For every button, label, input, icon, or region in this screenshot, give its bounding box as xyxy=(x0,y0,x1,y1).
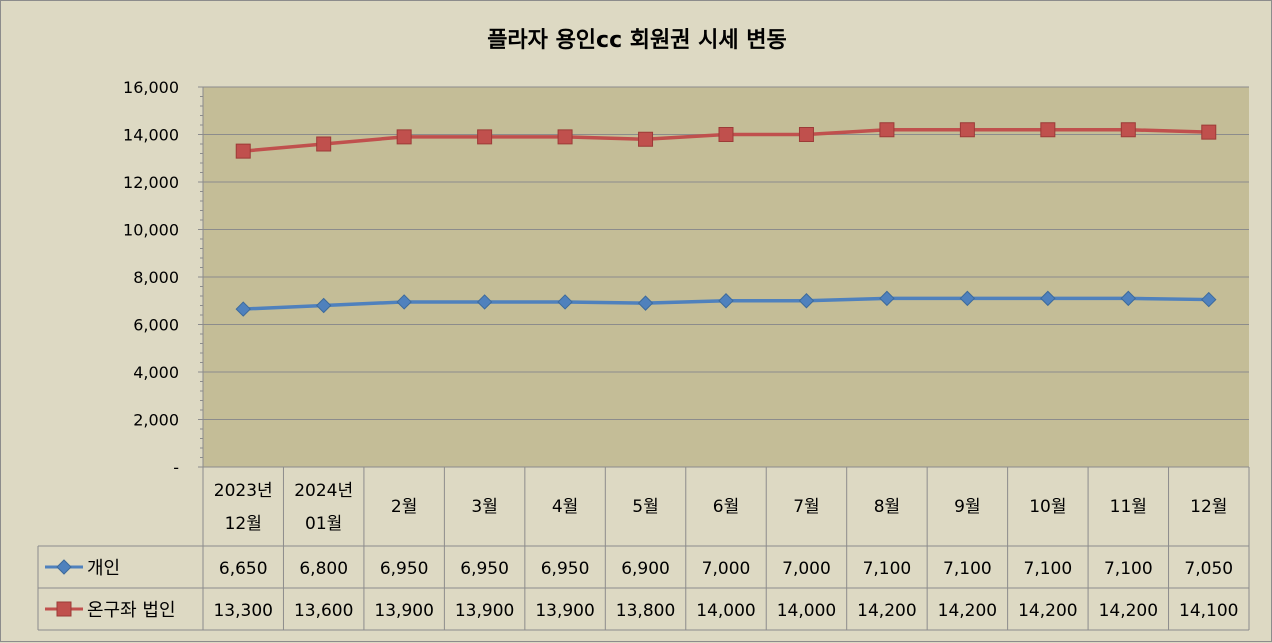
data-table-value: 6,900 xyxy=(621,559,670,579)
x-category-label: 4월 xyxy=(552,497,578,517)
x-category-label: 6월 xyxy=(713,497,739,517)
y-tick-label: 12,000 xyxy=(123,173,179,192)
data-table: 2023년 12월 2024년 01월 2월 3월 4월 5월 6월 7월 8월 9월 10월 11월 12… xyxy=(37,466,1250,631)
legend-marker-square xyxy=(56,601,72,617)
legend-label: 온구좌 법인 xyxy=(87,600,176,621)
data-point-square xyxy=(1040,122,1056,138)
y-axis: - 2,000 4,000 6,000 8,000 10,000 12,000 14,000 1… xyxy=(123,78,204,477)
x-category-label: 7월 xyxy=(793,497,819,517)
data-table-value: 6,950 xyxy=(541,559,590,579)
data-table-value: 14,200 xyxy=(1099,601,1158,621)
data-table-value: 14,000 xyxy=(777,601,836,621)
data-table-value: 14,200 xyxy=(938,601,997,621)
data-table-value: 6,950 xyxy=(380,559,429,579)
data-point-diamond xyxy=(1040,290,1056,307)
data-table-value: 13,600 xyxy=(294,601,353,621)
data-table-value: 13,800 xyxy=(616,601,675,621)
data-table-value: 7,050 xyxy=(1184,559,1233,579)
y-tick-label: 16,000 xyxy=(123,78,179,97)
x-category-label: 2월 xyxy=(391,497,417,517)
data-table-value: 7,000 xyxy=(782,559,831,579)
data-point-diamond xyxy=(396,294,412,310)
y-tick-label: 10,000 xyxy=(123,221,179,240)
data-point-square xyxy=(798,127,814,142)
data-table-value: 14,200 xyxy=(857,601,916,621)
legend-marker-diamond xyxy=(56,559,72,575)
data-point-diamond xyxy=(959,290,976,307)
x-category-label: 2023년 xyxy=(214,481,273,501)
data-table-value: 13,900 xyxy=(455,601,514,621)
data-point-diamond xyxy=(476,294,493,310)
data-table-value: 7,100 xyxy=(943,559,992,579)
y-tick-label: 4,000 xyxy=(133,363,179,382)
y-tick-label: 2,000 xyxy=(133,411,179,430)
data-point-square xyxy=(638,131,654,147)
y-tick-label: 14,000 xyxy=(123,126,179,145)
x-category-label: 3월 xyxy=(471,497,497,517)
x-category-label: 9월 xyxy=(954,497,980,517)
data-point-diamond xyxy=(1120,290,1137,307)
data-point-square xyxy=(557,129,573,145)
x-category-label: 12월 xyxy=(1190,497,1227,517)
data-point-diamond xyxy=(1201,291,1217,308)
legend-label: 개인 xyxy=(87,558,120,579)
data-table-value: 7,000 xyxy=(702,559,751,579)
y-tick-label: 6,000 xyxy=(133,316,179,335)
x-category-label: 10월 xyxy=(1029,497,1066,517)
data-table-value: 14,100 xyxy=(1179,601,1238,621)
y-tick-label: - xyxy=(173,458,179,477)
x-category-label: 01월 xyxy=(305,514,342,534)
data-point-diamond xyxy=(637,295,654,311)
data-table-value: 7,100 xyxy=(1104,559,1153,579)
data-point-square xyxy=(477,129,493,145)
data-point-diamond xyxy=(315,297,332,314)
data-table-value: 7,100 xyxy=(1024,559,1073,579)
data-table-value: 7,100 xyxy=(863,559,912,579)
data-point-square xyxy=(396,129,412,145)
x-category-label: 5월 xyxy=(632,497,658,517)
x-category-label: 8월 xyxy=(874,497,900,517)
data-table-value: 13,900 xyxy=(374,601,433,621)
data-point-square xyxy=(1201,124,1217,140)
data-table-value: 6,950 xyxy=(460,559,509,579)
data-point-square xyxy=(1120,122,1136,138)
data-table-value: 14,000 xyxy=(696,601,755,621)
data-table-value: 13,300 xyxy=(213,601,272,621)
data-point-diamond xyxy=(235,301,251,317)
data-point-diamond xyxy=(557,294,573,310)
data-point-diamond xyxy=(718,293,734,309)
data-point-diamond xyxy=(798,293,815,309)
data-point-square xyxy=(959,122,975,138)
x-category-label: 11월 xyxy=(1110,497,1147,517)
data-point-square xyxy=(316,136,332,152)
data-table-value: 14,200 xyxy=(1018,601,1077,621)
chart-title: 플라자 용인cc 회원권 시세 변동 xyxy=(487,28,787,53)
data-table-value: 13,900 xyxy=(535,601,594,621)
data-point-square xyxy=(235,143,251,159)
gridlines xyxy=(203,86,1249,420)
data-point-diamond xyxy=(879,290,895,307)
data-table-value: 6,650 xyxy=(219,559,268,579)
x-category-label: 2024년 xyxy=(294,481,353,501)
y-tick-label: 8,000 xyxy=(133,268,179,287)
series-lines xyxy=(235,122,1217,317)
data-point-square xyxy=(718,127,734,142)
data-table-value: 6,800 xyxy=(299,559,348,579)
data-point-square xyxy=(879,122,895,138)
x-category-label: 12월 xyxy=(225,514,262,534)
